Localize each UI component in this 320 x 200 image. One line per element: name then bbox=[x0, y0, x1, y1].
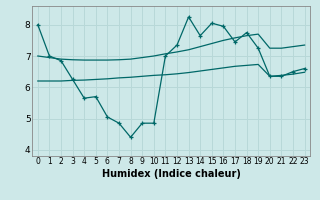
X-axis label: Humidex (Indice chaleur): Humidex (Indice chaleur) bbox=[102, 169, 241, 179]
